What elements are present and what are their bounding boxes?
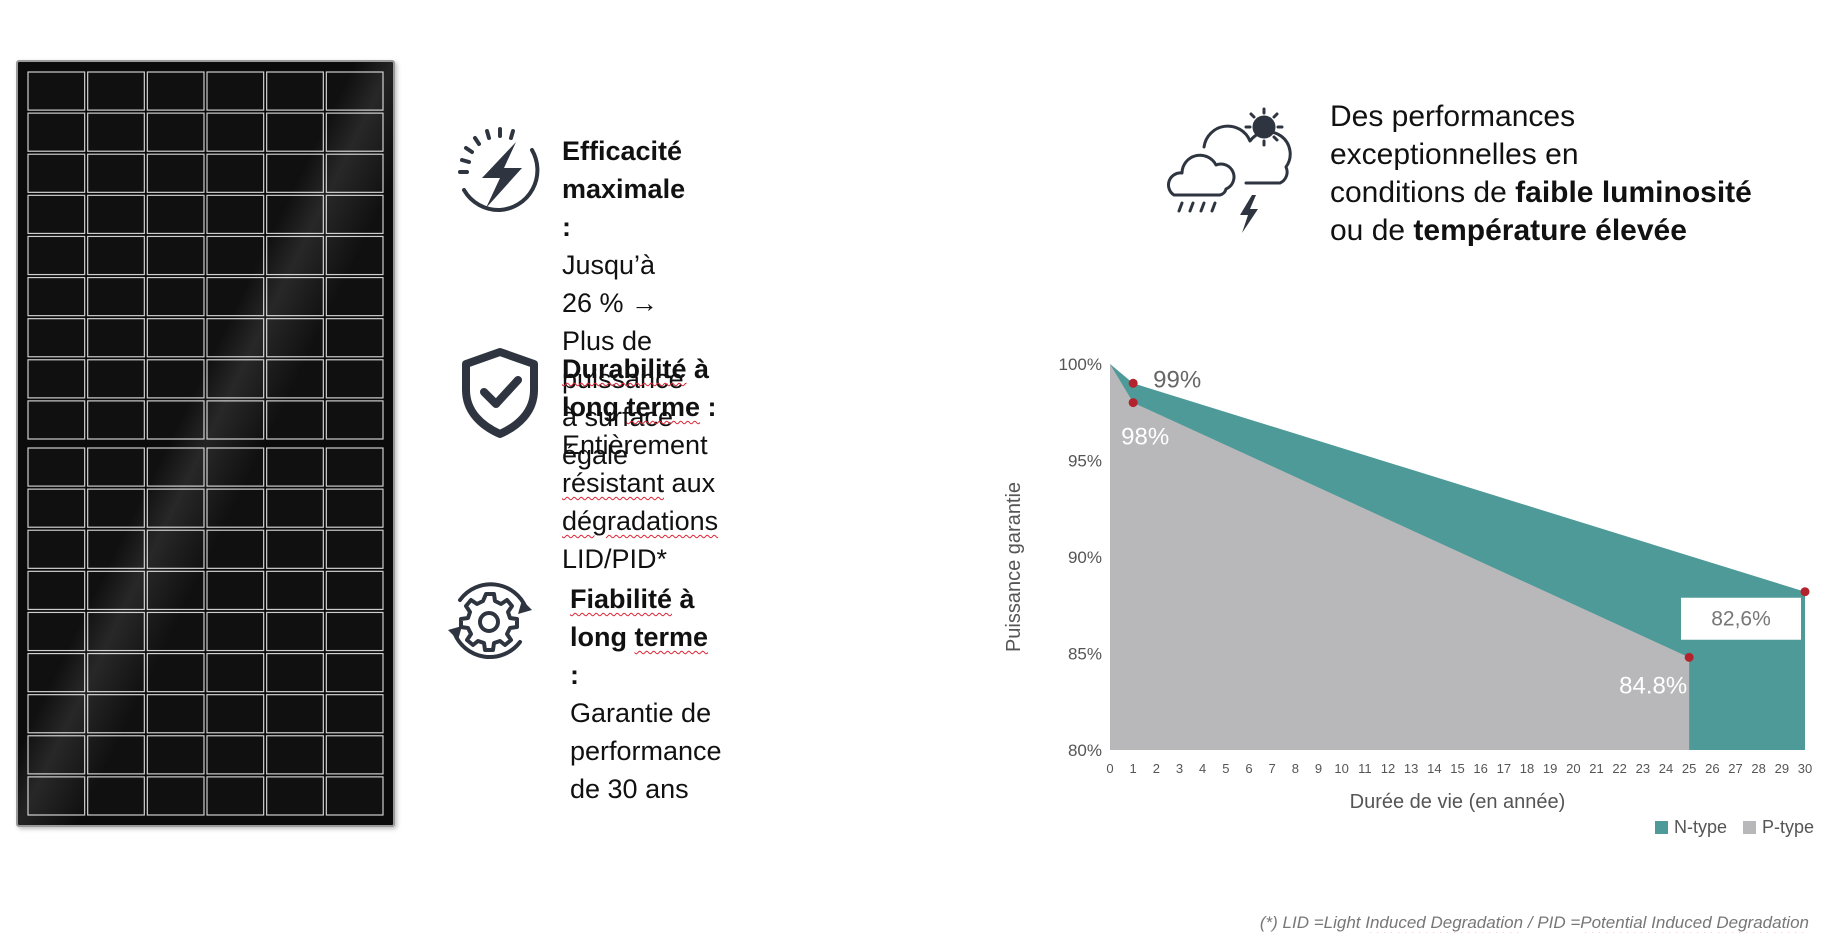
x-tick-label: 1: [1130, 761, 1137, 776]
x-tick-label: 22: [1612, 761, 1626, 776]
annotation-98: 98%: [1121, 424, 1169, 451]
weather-line3-a: conditions de: [1330, 176, 1516, 209]
x-tick-label: 9: [1315, 761, 1322, 776]
x-tick-label: 3: [1176, 761, 1183, 776]
x-tick-label: 11: [1358, 761, 1372, 776]
x-tick-label: 4: [1199, 761, 1206, 776]
x-tick-label: 19: [1543, 761, 1557, 776]
legend-swatch-n-type: [1655, 821, 1668, 834]
weather-line2: exceptionnelles en: [1330, 138, 1579, 171]
feature-reliability-title-d: :: [570, 660, 579, 690]
feature-durability-line2-a: dégradations: [562, 506, 719, 536]
legend-label-p-type: P-type: [1762, 817, 1815, 837]
feature-durability-title-b: à long: [562, 354, 710, 422]
footnote-a: (*) LID =Light: [1259, 913, 1366, 932]
x-tick-label: 16: [1473, 761, 1487, 776]
x-tick-label: 23: [1636, 761, 1650, 776]
footnote: (*) LID =Light Induced Degradation / PID…: [1260, 913, 1809, 933]
x-tick-label: 12: [1381, 761, 1395, 776]
x-tick-label: 6: [1245, 761, 1252, 776]
weather-cloud-sun-storm-icon: [1167, 107, 1292, 233]
chart-legend: N-type P-type: [1655, 817, 1814, 838]
lightning-bolt-icon: [458, 127, 540, 213]
x-tick-label: 24: [1659, 761, 1673, 776]
feature-durability-line1-a: Entièrement: [562, 430, 708, 460]
x-tick-label: 20: [1566, 761, 1580, 776]
y-tick-label: 95%: [1068, 452, 1102, 471]
x-tick-label: 25: [1682, 761, 1696, 776]
y-tick-label: 90%: [1068, 548, 1102, 567]
footnote-d: Potential Induced Degradation: [1580, 913, 1809, 932]
x-tick-label: 27: [1728, 761, 1742, 776]
degradation-chart: 100%95%90%85%80%0 1 2 3 4 5 6 7 8 9 10 11 12 13 14 15 16…: [1003, 355, 1812, 813]
x-tick-label: 0: [1106, 761, 1113, 776]
weather-line4-a: ou de: [1330, 214, 1414, 247]
feature-reliability-title-b: à long: [570, 584, 695, 652]
weather-performance-text: Des performances exceptionnelles en cond…: [1330, 98, 1800, 250]
annotation-82-6: 82,6%: [1711, 608, 1771, 631]
gear-cycle-icon: [448, 582, 532, 660]
x-axis-label: Durée de vie (en année): [1350, 791, 1566, 813]
feature-reliability-title-a: Fiabilité: [570, 584, 673, 614]
y-tick-label: 80%: [1068, 741, 1102, 760]
marker-p-type-year25: [1684, 652, 1694, 662]
marker-n-type-year1: [1128, 378, 1138, 388]
x-tick-label: 2: [1153, 761, 1160, 776]
weather-line3-b: faible luminosité: [1515, 176, 1752, 209]
x-tick-label: 29: [1775, 761, 1789, 776]
legend-swatch-p-type: [1743, 821, 1757, 834]
y-axis-label: Puissance garantie: [1003, 482, 1025, 652]
x-tick-label: 30: [1798, 761, 1812, 776]
solar-panel-image: [16, 60, 395, 827]
annotation-box-82-6: [1681, 597, 1801, 640]
x-tick-label: 10: [1334, 761, 1348, 776]
x-tick-label: 18: [1520, 761, 1534, 776]
x-tick-label: 26: [1705, 761, 1719, 776]
weather-line4-b: température élevée: [1413, 214, 1687, 247]
y-tick-label: 100%: [1059, 355, 1102, 374]
footnote-c: / PID =: [1523, 913, 1581, 932]
annotation-99: 99%: [1153, 366, 1201, 393]
feature-reliability-title-c: terme: [634, 622, 709, 652]
feature-efficiency-title: Efficacité maximale :: [562, 136, 686, 242]
marker-n-type-year30: [1800, 587, 1810, 597]
legend-item-n-type: N-type: [1655, 817, 1727, 838]
feature-reliability-line2: de 30 ans: [570, 774, 689, 804]
x-tick-label: 28: [1751, 761, 1765, 776]
panel-gloss: [18, 62, 393, 825]
x-tick-label: 21: [1589, 761, 1603, 776]
x-tick-label: 15: [1450, 761, 1464, 776]
x-tick-label: 5: [1222, 761, 1229, 776]
feature-reliability-line1: Garantie de performance: [570, 698, 722, 766]
legend-label-n-type: N-type: [1674, 817, 1728, 837]
shield-check-icon: [462, 348, 538, 438]
feature-durability-line1-c: aux: [664, 468, 716, 498]
x-tick-label: 17: [1497, 761, 1511, 776]
feature-durability-title-c: terme: [626, 392, 701, 422]
x-tick-label: 7: [1269, 761, 1276, 776]
feature-durability-title-a: Durabilité: [562, 354, 687, 384]
x-tick-label: 14: [1427, 761, 1441, 776]
footnote-b: Induced Degradation: [1365, 913, 1524, 932]
feature-durability-title-d: :: [700, 392, 717, 422]
feature-efficiency-line2: puissance à surface égale: [562, 364, 684, 470]
feature-efficiency-line1: Jusqu’à 26 % → Plus de: [562, 250, 659, 356]
feature-durability-line1-b: résistant: [562, 468, 665, 498]
legend-item-p-type: P-type: [1743, 817, 1814, 838]
weather-line1: Des performances: [1330, 100, 1576, 133]
series-area-p-type: [1110, 364, 1690, 750]
annotation-84-8: 84.8%: [1619, 672, 1687, 699]
marker-p-type-year1: [1128, 398, 1138, 408]
feature-durability-line2-b: LID/PID*: [562, 544, 668, 574]
x-tick-label: 8: [1292, 761, 1299, 776]
y-tick-label: 85%: [1068, 645, 1102, 664]
x-tick-label: 13: [1404, 761, 1418, 776]
